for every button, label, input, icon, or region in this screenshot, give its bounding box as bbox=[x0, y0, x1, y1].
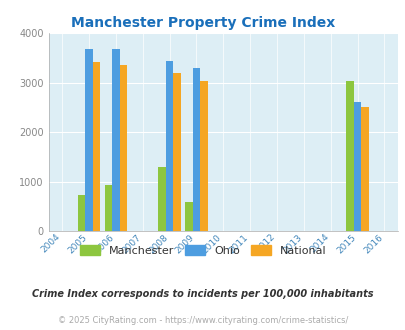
Bar bbox=[360, 107, 368, 231]
Bar bbox=[353, 102, 360, 231]
Bar bbox=[158, 167, 165, 231]
Bar bbox=[85, 50, 92, 231]
Bar bbox=[77, 195, 85, 231]
Bar bbox=[345, 81, 353, 231]
Legend: Manchester, Ohio, National: Manchester, Ohio, National bbox=[75, 241, 330, 260]
Bar bbox=[92, 62, 100, 231]
Text: Crime Index corresponds to incidents per 100,000 inhabitants: Crime Index corresponds to incidents per… bbox=[32, 289, 373, 299]
Bar bbox=[119, 65, 127, 231]
Bar bbox=[173, 73, 180, 231]
Bar bbox=[200, 81, 207, 231]
Bar bbox=[165, 61, 173, 231]
Bar bbox=[192, 68, 200, 231]
Text: © 2025 CityRating.com - https://www.cityrating.com/crime-statistics/: © 2025 CityRating.com - https://www.city… bbox=[58, 316, 347, 325]
Text: Manchester Property Crime Index: Manchester Property Crime Index bbox=[71, 16, 334, 30]
Bar bbox=[185, 202, 192, 231]
Bar bbox=[104, 185, 112, 231]
Bar bbox=[112, 50, 119, 231]
